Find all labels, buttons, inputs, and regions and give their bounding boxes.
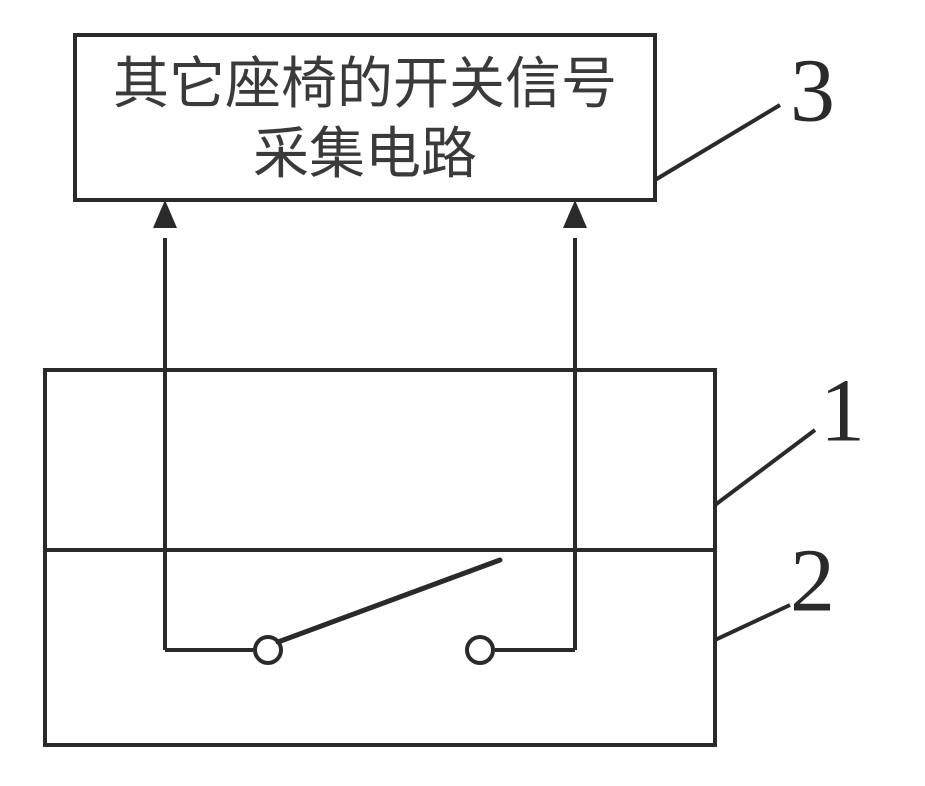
label-1-leader: [715, 430, 815, 505]
left-arrowhead: [153, 200, 177, 228]
mid-box: [45, 370, 715, 550]
right-arrowhead: [563, 200, 587, 228]
label-2-leader: [715, 605, 790, 640]
label-2-text: 2: [790, 532, 835, 631]
switch-right-terminal: [467, 637, 493, 663]
label-1-text: 1: [820, 362, 865, 461]
top-box-text-line1: 其它座椅的开关信号: [113, 54, 617, 116]
bot-box: [45, 550, 715, 745]
label-3-leader: [655, 105, 780, 180]
label-3-text: 3: [790, 42, 835, 141]
circuit-diagram: 其它座椅的开关信号 采集电路 3 1 2: [0, 0, 925, 786]
switch-lever: [278, 560, 500, 642]
top-box-text-line2: 采集电路: [253, 124, 477, 186]
